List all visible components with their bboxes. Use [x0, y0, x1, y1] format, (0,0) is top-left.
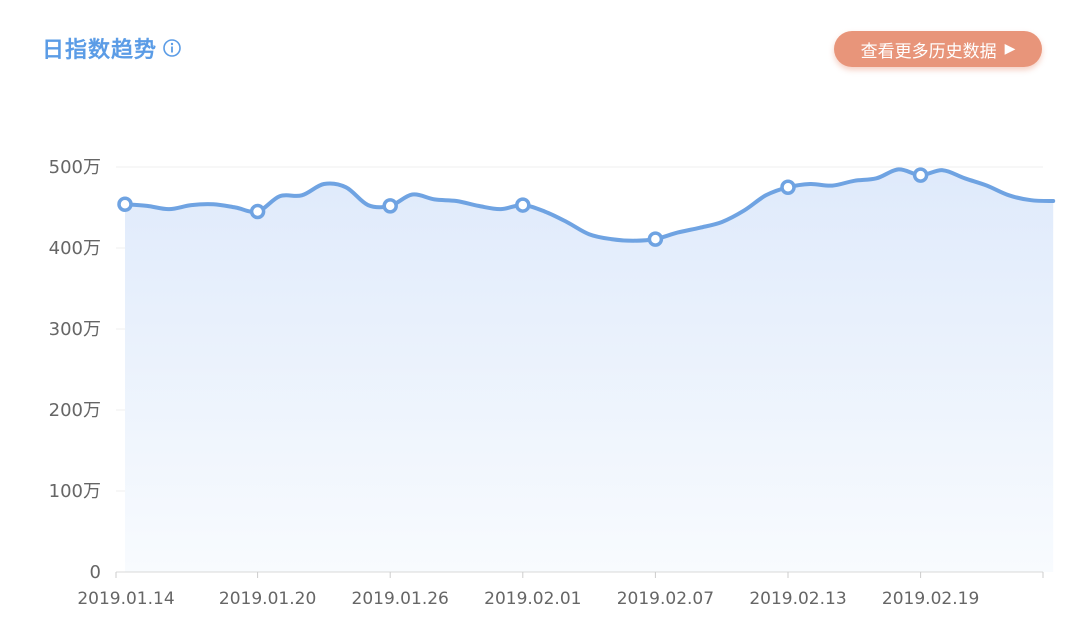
chart-header: 日指数趋势	[42, 32, 182, 64]
x-tick-label-2: 2019.01.26	[352, 589, 449, 609]
x-tick-label-1: 2019.01.20	[219, 589, 316, 609]
y-tick-label-2: 200万	[49, 400, 101, 421]
info-icon[interactable]	[162, 38, 182, 58]
y-tick-label-4: 400万	[49, 238, 101, 259]
series-area	[125, 169, 1054, 573]
x-tick-label-0: 2019.01.14	[77, 589, 174, 609]
y-axis: 0 100万 200万 300万 400万 500万	[49, 157, 101, 583]
y-tick-label-3: 300万	[49, 319, 101, 340]
data-point-marker-6	[912, 167, 929, 183]
x-tick-label-6: 2019.02.19	[882, 589, 979, 609]
play-arrow-icon: ▶	[1004, 41, 1016, 57]
data-point-marker-5	[780, 179, 796, 195]
data-point-marker-3	[515, 197, 531, 213]
y-tick-label-0: 0	[90, 562, 101, 583]
x-tick-label-5: 2019.02.13	[749, 589, 846, 609]
area-fill	[125, 169, 1054, 573]
x-tick-label-3: 2019.02.01	[484, 589, 581, 609]
data-point-marker-0	[117, 196, 133, 213]
view-more-history-label: 查看更多历史数据	[860, 41, 997, 62]
y-tick-label-1: 100万	[49, 481, 101, 502]
view-more-history-button[interactable]: 查看更多历史数据 ▶	[834, 31, 1042, 67]
point-markers	[117, 167, 929, 247]
data-point-marker-4	[647, 231, 664, 247]
data-point-marker-2	[382, 198, 398, 214]
x-tick-label-4: 2019.02.07	[617, 589, 714, 609]
series-line	[123, 167, 1056, 243]
y-tick-label-5: 500万	[49, 157, 101, 178]
data-point-marker-1	[249, 203, 266, 220]
x-axis: 2019.01.14 2019.01.20 2019.01.26 2019.02.01…	[77, 571, 1044, 609]
series-line-path	[123, 167, 1056, 243]
chart-title: 日指数趋势	[42, 38, 158, 63]
